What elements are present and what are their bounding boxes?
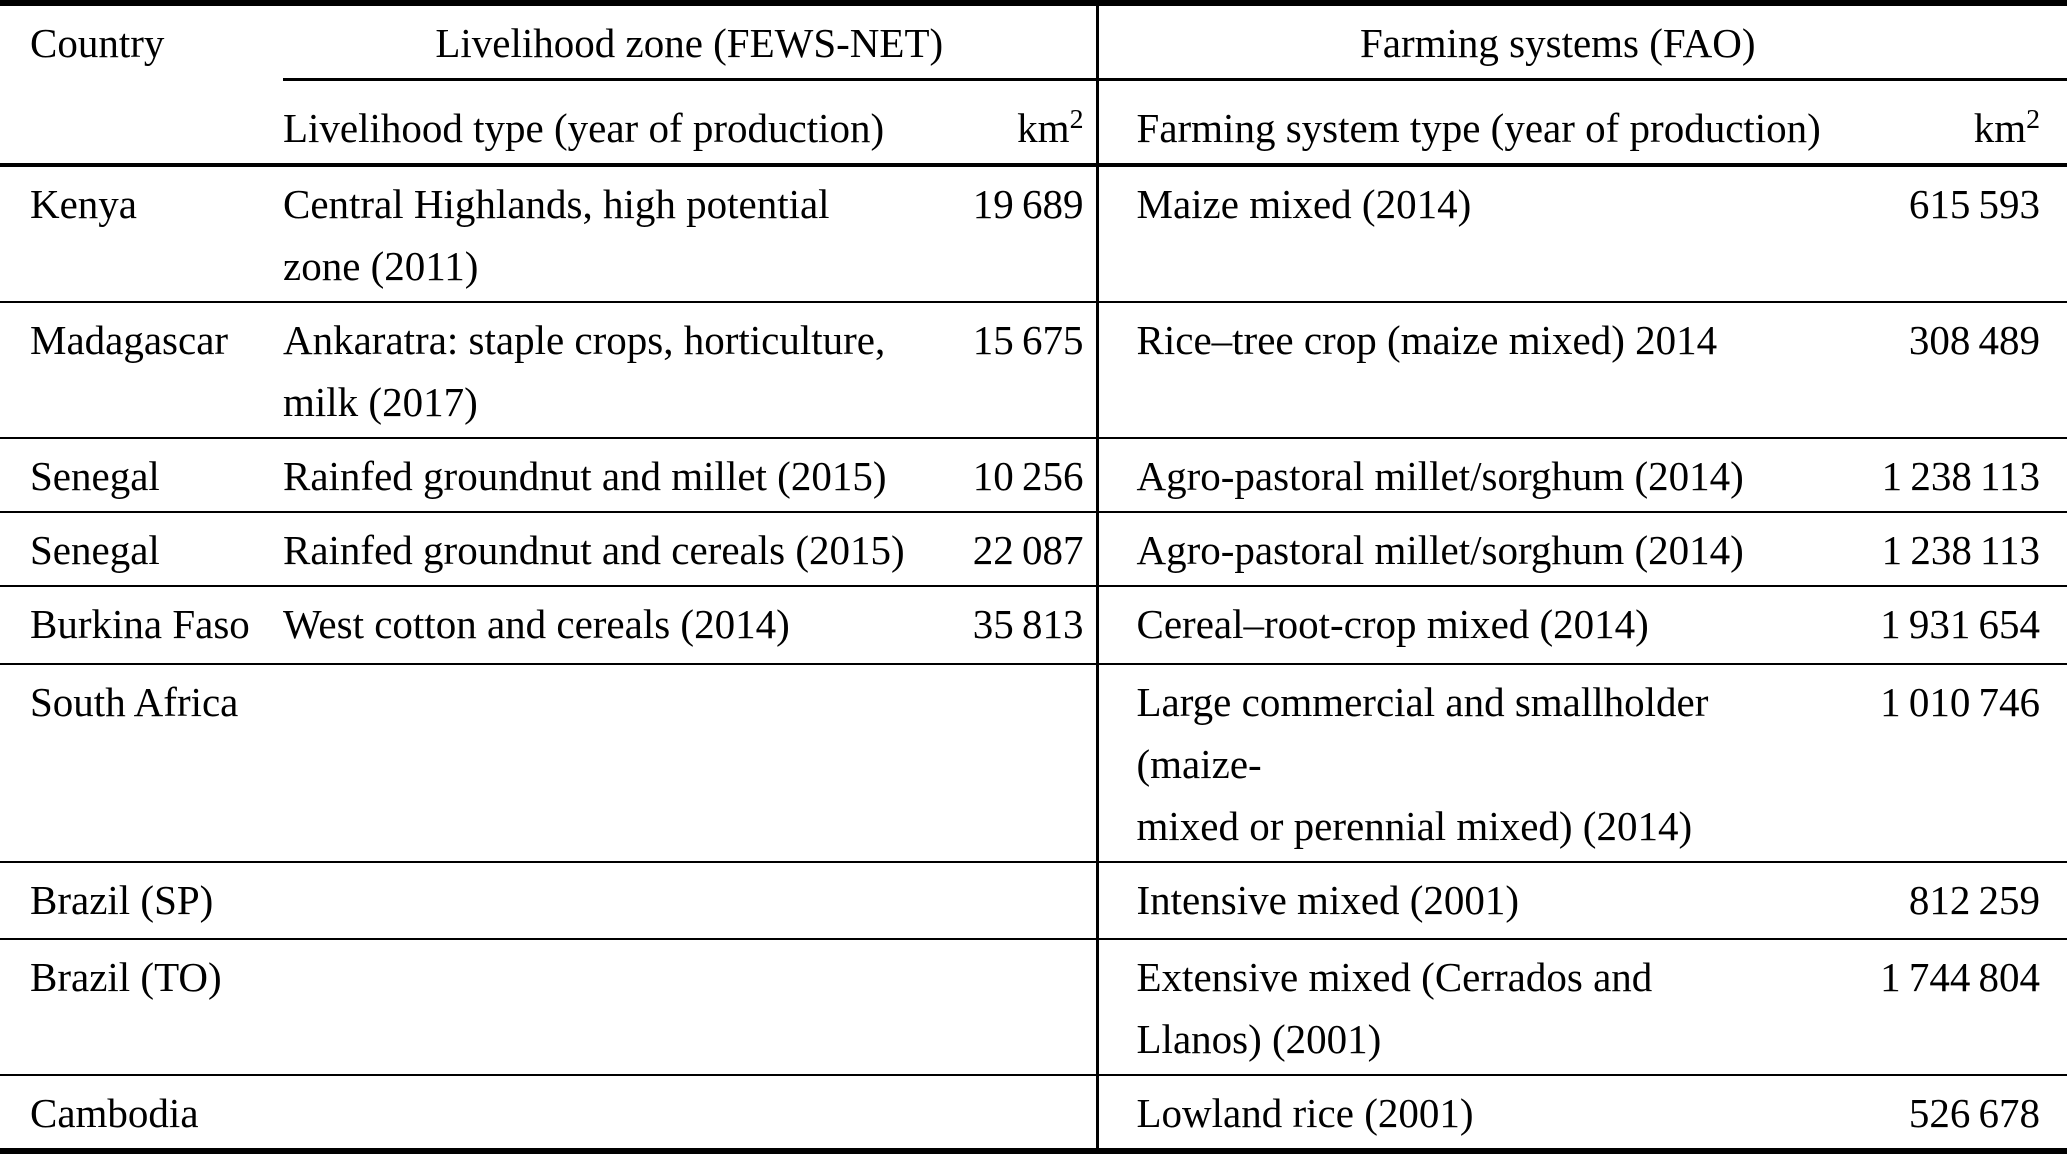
- header-livelihood-km2: km2: [930, 79, 1098, 167]
- unit-superscript-2: 2: [2026, 104, 2041, 135]
- cell-country: Cambodia: [30, 1090, 199, 1136]
- cell-livelihood-type: Rainfed groundnut and millet (2015): [283, 453, 887, 499]
- cell-farming-type: Agro-pastoral millet/sorghum (2014): [1095, 438, 1841, 512]
- cell-farming-km2: 1 744 804: [1880, 954, 2041, 1000]
- cell-farming-type: Large commercial and smallholder (maize-…: [1095, 664, 1841, 862]
- cell-farming-km2: 1 238 113: [1881, 453, 2041, 499]
- cell-livelihood-km2: 15 675: [972, 317, 1084, 363]
- header-sub-row: Livelihood type (year of production) km2…: [0, 79, 2067, 167]
- cell-country: Kenya: [30, 181, 138, 227]
- cell-country: Senegal: [30, 527, 160, 573]
- cell-country: Brazil (SP): [30, 877, 214, 923]
- cell-livelihood-km2: 10 256: [972, 453, 1084, 499]
- table-body: Kenya Central Highlands, high potential …: [0, 165, 2067, 1151]
- table-row-cambodia: Cambodia Lowland rice (2001) 526 678: [0, 1075, 2067, 1151]
- cell-country: Madagascar: [30, 317, 229, 363]
- header-farming-type: Farming system type (year of production): [1095, 79, 1841, 167]
- cell-livelihood-km2: 35 813: [972, 601, 1084, 647]
- cell-farming-km2: 1 931 654: [1880, 601, 2041, 647]
- cell-country: Senegal: [30, 453, 160, 499]
- header-group-livelihood-zone: Livelihood zone (FEWS-NET): [283, 3, 1098, 81]
- cell-country: South Africa: [30, 679, 239, 725]
- cell-farming-type: Maize mixed (2014): [1095, 165, 1841, 302]
- cell-livelihood-km2: [930, 862, 1097, 939]
- table-row-kenya: Kenya Central Highlands, high potential …: [0, 165, 2067, 302]
- cell-livelihood-type: [283, 1075, 930, 1151]
- cell-farming-type: Extensive mixed (Cerrados and Llanos) (2…: [1095, 939, 1841, 1075]
- table-row-burkina-faso: Burkina Faso West cotton and cereals (20…: [0, 586, 2067, 664]
- table-row-senegal-2: Senegal Rainfed groundnut and cereals (2…: [0, 512, 2067, 586]
- cell-country: Burkina Faso: [30, 601, 250, 647]
- unit-km-label: km: [1973, 105, 2027, 151]
- header-group-farming-systems: Farming systems (FAO): [1095, 3, 2067, 81]
- cell-livelihood-type: West cotton and cereals (2014): [283, 601, 790, 647]
- cell-livelihood-type: [283, 862, 930, 939]
- cell-livelihood-km2: [930, 939, 1097, 1075]
- cell-farming-type: Lowland rice (2001): [1095, 1075, 1841, 1151]
- header-livelihood-type: Livelihood type (year of production): [283, 79, 930, 167]
- cell-farming-type: Cereal–root-crop mixed (2014): [1095, 586, 1841, 664]
- table-row-brazil-sp: Brazil (SP) Intensive mixed (2001) 812 2…: [0, 862, 2067, 939]
- cell-livelihood-type: Central Highlands, high potential zone (…: [283, 181, 830, 289]
- table-row-senegal-1: Senegal Rainfed groundnut and millet (20…: [0, 438, 2067, 512]
- cell-livelihood-type: [283, 939, 930, 1075]
- cell-farming-type: Intensive mixed (2001): [1095, 862, 1841, 939]
- cell-livelihood-km2: 19 689: [972, 181, 1084, 227]
- table-row-south-africa: South Africa Large commercial and smallh…: [0, 664, 2067, 862]
- cell-livelihood-km2: [930, 664, 1097, 862]
- cell-farming-km2: 615 593: [1908, 181, 2041, 227]
- cell-livelihood-km2: 22 087: [972, 527, 1084, 573]
- header-farming-km2: km2: [1840, 79, 2067, 167]
- unit-km-label: km: [1017, 105, 1070, 151]
- cell-farming-km2: 526 678: [1908, 1090, 2041, 1136]
- cell-farming-km2: 1 238 113: [1881, 527, 2041, 573]
- cell-livelihood-type: Ankaratra: staple crops, horticulture, m…: [283, 317, 886, 425]
- header-group-row: Country Livelihood zone (FEWS-NET) Farmi…: [0, 3, 2067, 167]
- cell-farming-km2: 308 489: [1908, 317, 2041, 363]
- table-row-brazil-to: Brazil (TO) Extensive mixed (Cerrados an…: [0, 939, 2067, 1075]
- header-country: Country: [0, 3, 283, 167]
- cell-livelihood-type: [283, 664, 930, 862]
- cell-farming-km2: 1 010 746: [1880, 679, 2041, 725]
- cell-farming-type: Agro-pastoral millet/sorghum (2014): [1095, 512, 1841, 586]
- unit-superscript-2: 2: [1069, 104, 1084, 135]
- cell-livelihood-type: Rainfed groundnut and cereals (2015): [283, 527, 905, 573]
- cell-country: Brazil (TO): [30, 954, 222, 1000]
- cell-farming-km2: 812 259: [1908, 877, 2041, 923]
- table-header: Country Livelihood zone (FEWS-NET) Farmi…: [0, 3, 2067, 167]
- table-row-madagascar: Madagascar Ankaratra: staple crops, hort…: [0, 302, 2067, 438]
- cell-livelihood-km2: [930, 1075, 1097, 1151]
- cell-farming-type: Rice–tree crop (maize mixed) 2014: [1095, 302, 1841, 438]
